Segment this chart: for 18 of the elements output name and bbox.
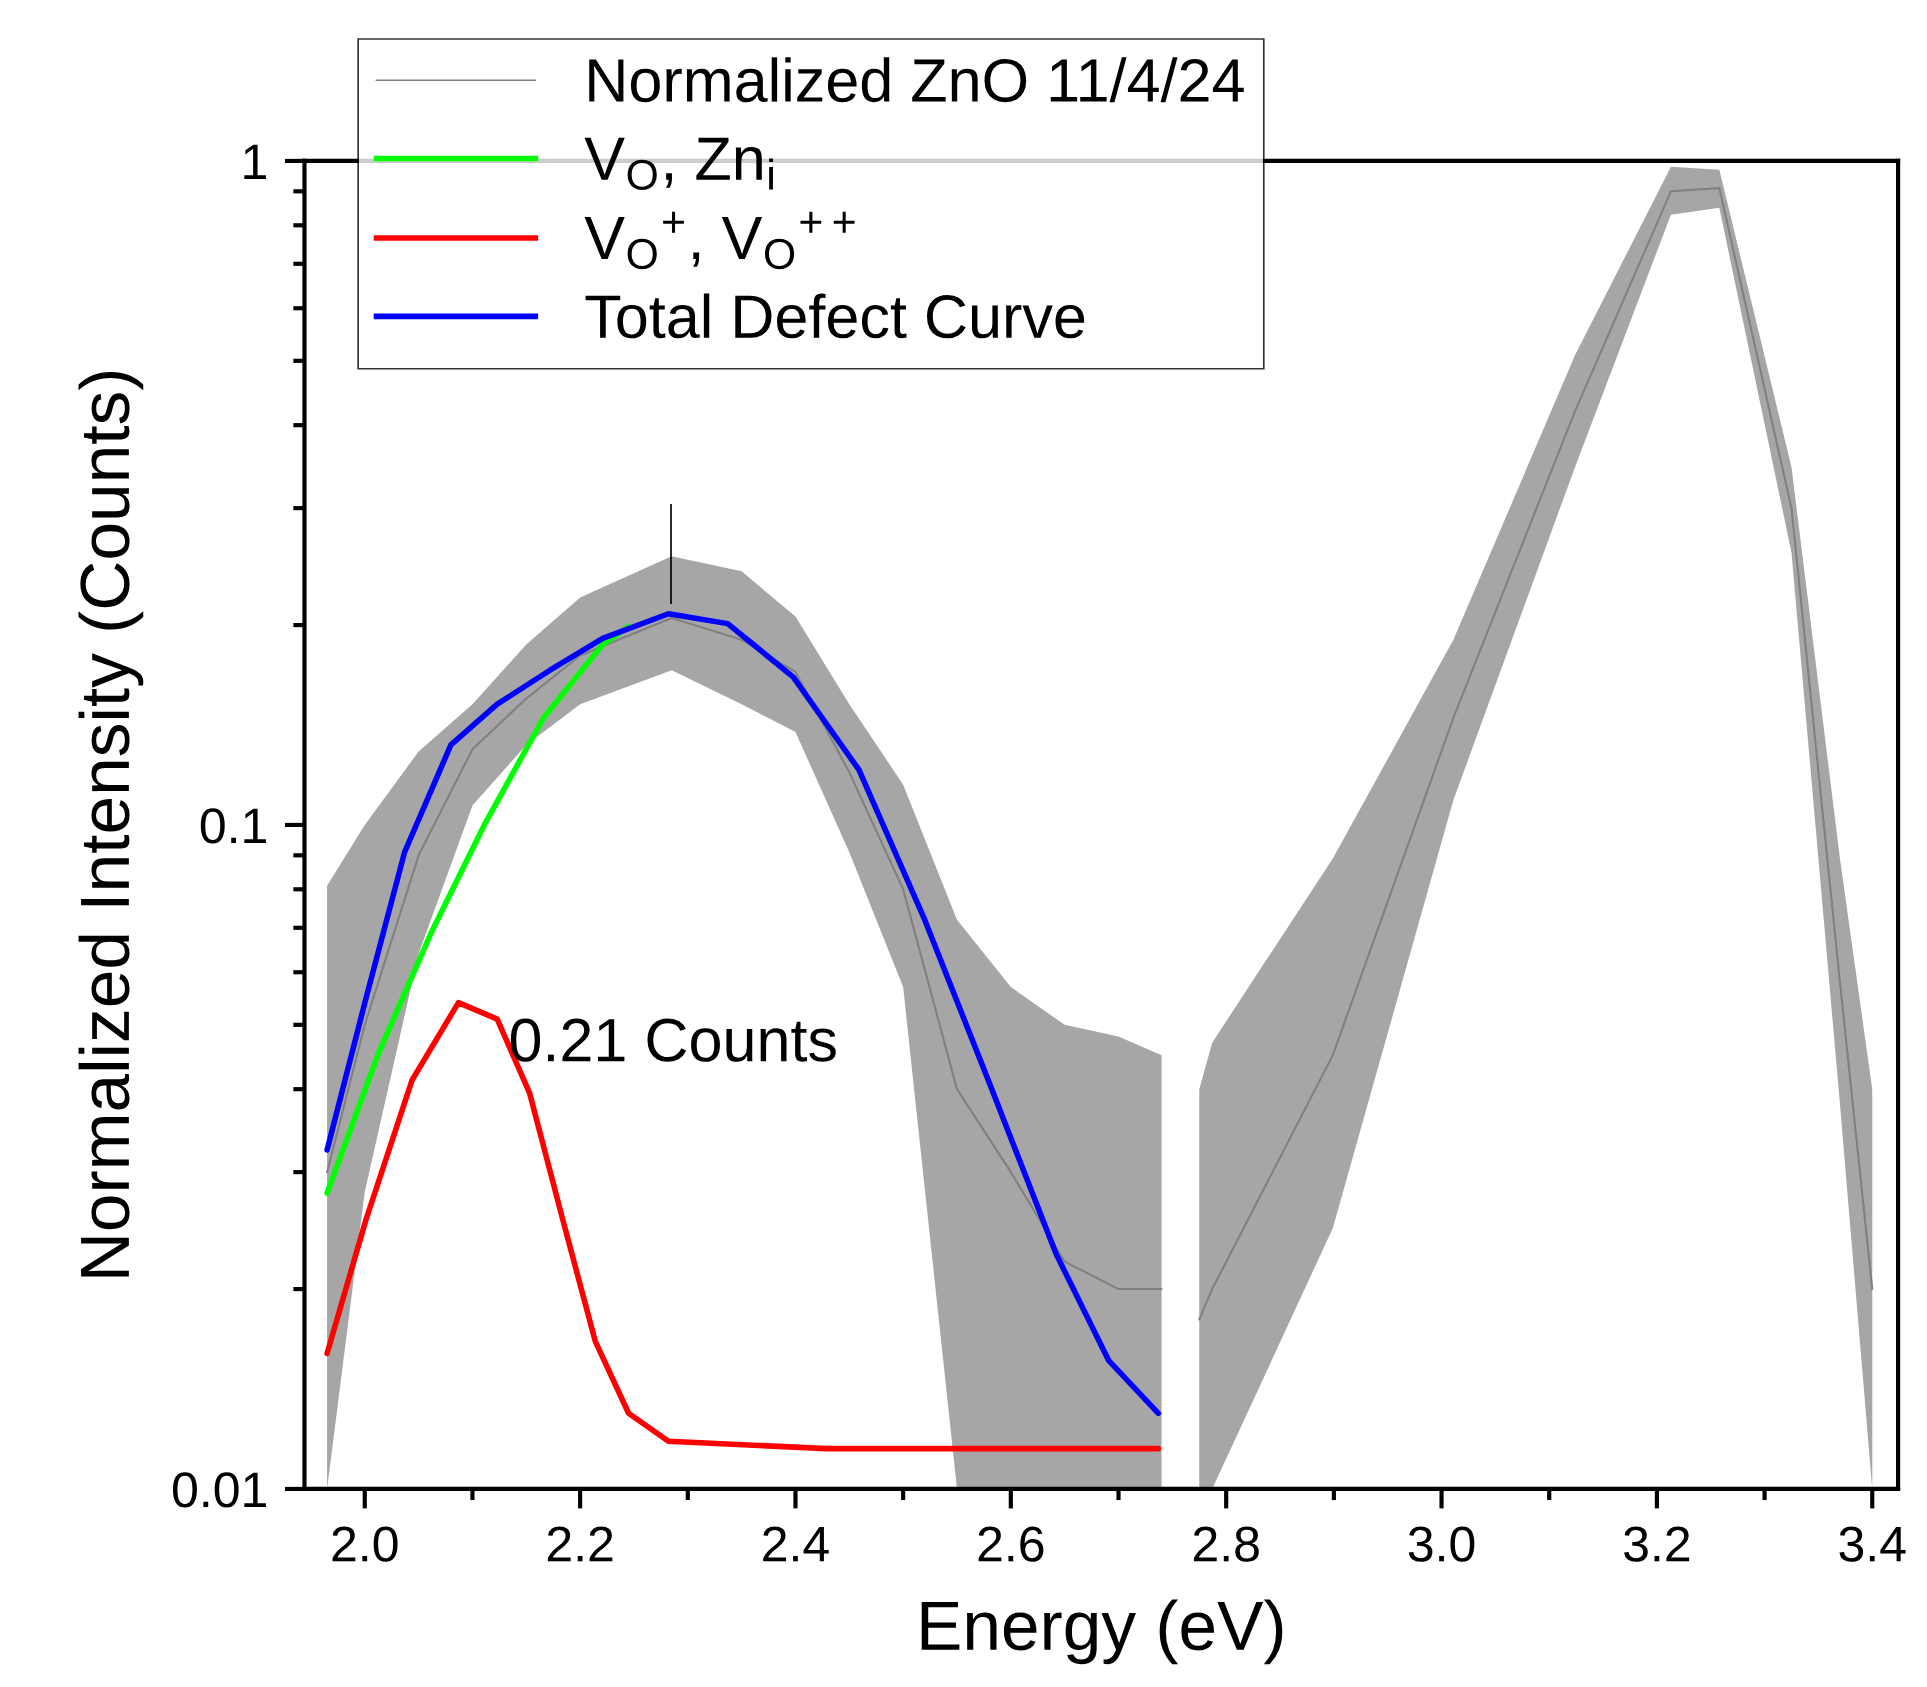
legend-label: Total Defect Curve [585, 293, 1085, 339]
y-tick-label: 0.01 [173, 1472, 266, 1508]
x-tick-label: 3.4 [1839, 1526, 1906, 1562]
y-tick-label: 0.1 [200, 808, 266, 844]
x-tick-label: 2.0 [332, 1526, 398, 1562]
x-axis-title: Energy (eV) [921, 1599, 1283, 1665]
x-tick-label: 2.2 [547, 1526, 613, 1562]
x-tick-label: 2.4 [763, 1526, 829, 1562]
x-tick-label: 3.0 [1408, 1526, 1475, 1562]
y-axis-title: Normalized Intensity (Counts) [78, 371, 144, 1277]
legend-label: V$_{O}$, Zn$_{i}$ [584, 137, 773, 190]
y-tick-label: 1 [244, 144, 266, 180]
annotation: 0.21 Counts [510, 1018, 836, 1062]
x-tick-label: 3.2 [1624, 1526, 1690, 1562]
legend-label: Normalized ZnO 11/4/24 [589, 57, 1244, 103]
x-tick-label: 2.8 [1193, 1526, 1259, 1562]
legend-label: V$_{O}$$^{+}$, V$_{O}$$^{++}$ [584, 211, 855, 270]
x-tick-label: 2.6 [978, 1526, 1044, 1562]
